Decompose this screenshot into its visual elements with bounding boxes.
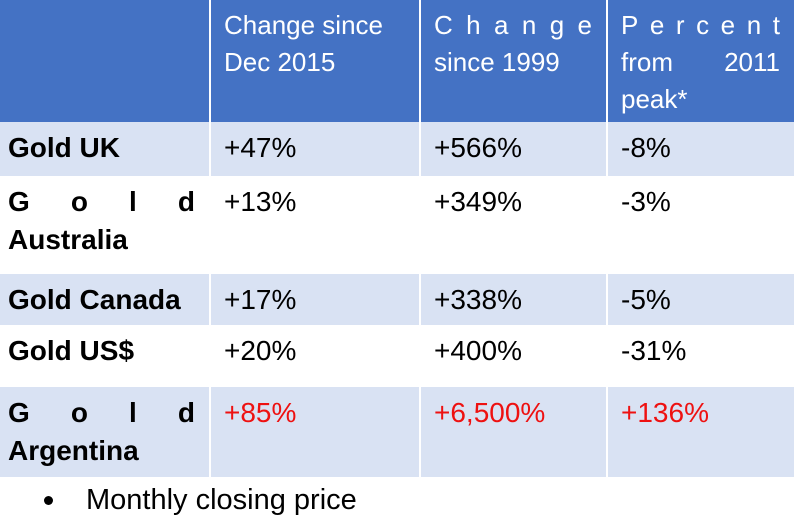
cell-change-since-1999: +400% — [420, 325, 608, 387]
row-gold-canada: Gold Canada +17% +338% -5% — [0, 274, 794, 325]
header-line: since 1999 — [434, 47, 560, 77]
cell-percent-from-2011-peak: +136% — [607, 387, 794, 477]
cell-label: Gold UK — [0, 122, 211, 176]
cell-percent-from-2011-peak: -5% — [607, 274, 794, 325]
header-cell-change-since-dec-2015: Change since Dec 2015 — [210, 0, 421, 122]
cell-percent-from-2011-peak: -3% — [607, 176, 794, 274]
header-cell-empty — [0, 0, 211, 122]
cell-change-since-dec-2015: +13% — [210, 176, 421, 274]
header-line: peak* — [621, 84, 688, 114]
header-line: from 2011 — [621, 47, 780, 77]
cell-percent-from-2011-peak: -8% — [607, 122, 794, 176]
header-line: Change since — [224, 10, 383, 40]
header-line: Dec 2015 — [224, 47, 336, 77]
footnote: Monthly closing price — [0, 477, 794, 518]
cell-change-since-dec-2015: +47% — [210, 122, 421, 176]
cell-label: Gold US$ — [0, 325, 211, 387]
cell-percent-from-2011-peak: -31% — [607, 325, 794, 387]
label-line: Gold Canada — [8, 284, 181, 315]
cell-change-since-dec-2015: +20% — [210, 325, 421, 387]
footnote-text: Monthly closing price — [86, 484, 357, 516]
cell-label: Gold Canada — [0, 274, 211, 325]
cell-change-since-dec-2015: +85% — [210, 387, 421, 477]
cell-change-since-dec-2015: +17% — [210, 274, 421, 325]
cell-change-since-1999: +566% — [420, 122, 608, 176]
label-line: Argentina — [8, 435, 139, 466]
label-line: Gold UK — [8, 132, 120, 163]
bullet-icon — [44, 496, 53, 505]
label-line: Gold US$ — [8, 335, 135, 366]
cell-change-since-1999: +338% — [420, 274, 608, 325]
row-gold-usd: Gold US$ +20% +400% -31% — [0, 325, 794, 387]
row-gold-uk: Gold UK +47% +566% -8% — [0, 122, 794, 176]
label-line: Australia — [8, 224, 128, 255]
cell-change-since-1999: +6,500% — [420, 387, 608, 477]
cell-change-since-1999: +349% — [420, 176, 608, 274]
